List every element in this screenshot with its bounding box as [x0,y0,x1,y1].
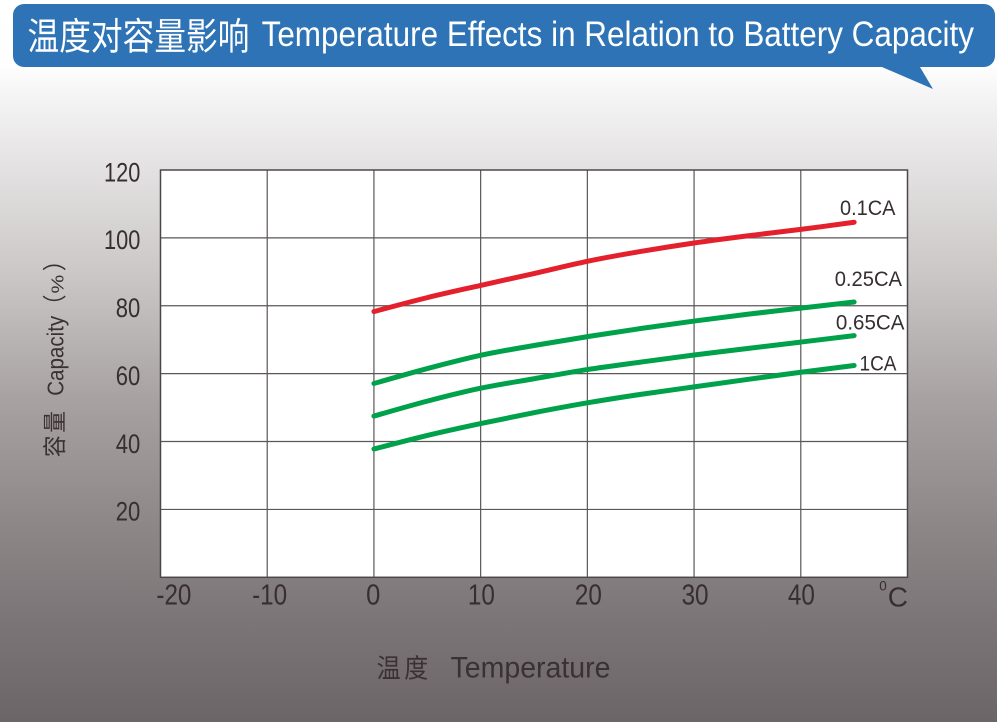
y-tick-label: 60 [116,360,141,391]
cjk-glyph [377,655,400,680]
series-line-0.25CA [371,299,857,386]
y-tick-label: 120 [104,156,140,187]
y-axis-title-paren-close [42,264,66,271]
banner-title-en: Temperature Effects in Relation to Batte… [262,14,975,54]
x-axis-title-zh [377,655,428,680]
x-tick-labels: -20 -10 0 10 20 30 40 [156,580,814,612]
x-tick-label: 20 [575,580,602,612]
x-unit: 0 C [879,578,908,612]
y-tick-label: 20 [116,496,141,527]
y-axis-title-paren-open [42,295,66,302]
series-label-0.65CA: 0.65CA [836,312,905,335]
y-axis-title-zh [42,411,66,457]
x-tick-label: 30 [682,580,709,612]
banner-bubble-tail [870,62,933,89]
cjk-glyph [187,18,217,53]
cjk-glyph [155,19,185,52]
y-tick-labels: 120 100 80 60 40 20 [104,156,140,526]
series-line-0.1CA [371,219,857,315]
x-tick-label: -10 [252,580,287,612]
chart: 120 100 80 60 40 20 -20 -10 0 10 20 30 40 0.1CA 0.25… [42,156,909,685]
cjk-glyph [28,18,59,53]
series-line-0.65CA [371,333,857,419]
series-line-1CA [371,363,857,452]
x-axis-title-en: Temperature [451,652,611,685]
y-axis-title-percent: % [49,275,68,294]
cjk-glyph [405,655,428,680]
cjk-glyph [220,17,248,53]
series-label-0.1CA: 0.1CA [840,197,896,220]
x-tick-label: 10 [468,580,495,612]
cjk-glyph [123,17,154,53]
series-label-1CA: 1CA [860,352,897,375]
banner: Temperature Effects in Relation to Batte… [13,4,995,89]
x-unit-letter: C [888,582,908,613]
banner-title-zh [28,17,248,53]
cjk-glyph [42,295,66,302]
cjk-glyph [42,264,66,271]
plot-border [159,169,909,579]
x-tick-label: -20 [156,580,191,612]
x-axis-title: Temperature [377,652,611,685]
x-unit-superscript: 0 [879,578,887,593]
y-tick-label: 100 [104,224,140,255]
x-tick-label: 0 [366,580,380,612]
y-tick-label: 80 [116,292,141,323]
banner-bubble [13,4,995,67]
cjk-glyph [92,17,122,53]
gridlines [160,170,908,578]
series-labels: 0.1CA 0.25CA 0.65CA 1CA [835,197,905,375]
y-tick-label: 40 [116,428,141,459]
y-axis-title-en: Capacity [42,315,68,396]
y-axis-title: Capacity % [42,264,68,457]
series-label-0.25CA: 0.25CA [835,268,902,291]
cjk-glyph [60,17,90,53]
series-lines [371,219,857,452]
cjk-glyph [43,411,65,432]
x-tick-label: 40 [788,580,815,612]
cjk-glyph [42,436,66,457]
